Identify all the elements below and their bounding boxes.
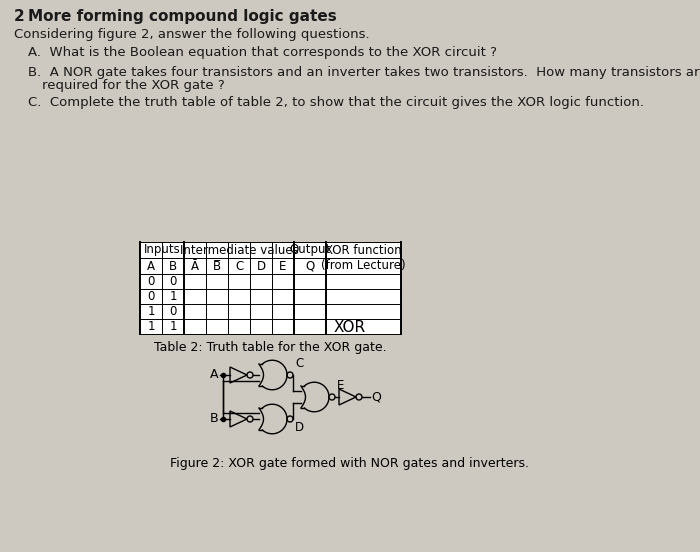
Text: (from Lecture): (from Lecture) (321, 259, 406, 273)
Text: B: B (210, 411, 218, 424)
Text: Considering figure 2, answer the following questions.: Considering figure 2, answer the followi… (14, 28, 370, 41)
Text: Q: Q (305, 259, 314, 273)
Text: Intermediate values: Intermediate values (180, 243, 298, 257)
Text: 1: 1 (169, 320, 176, 333)
Text: Figure 2: XOR gate formed with NOR gates and inverters.: Figure 2: XOR gate formed with NOR gates… (171, 457, 529, 470)
Bar (140, 242, 401, 334)
Text: Table 2: Truth table for the XOR gate.: Table 2: Truth table for the XOR gate. (154, 341, 387, 354)
Text: A: A (147, 259, 155, 273)
Text: B̅: B̅ (213, 259, 221, 273)
Text: 1: 1 (169, 290, 176, 303)
Text: Inputs: Inputs (144, 243, 181, 257)
Text: D: D (295, 421, 304, 434)
Text: 1: 1 (147, 305, 155, 318)
Text: 0: 0 (147, 290, 155, 303)
Text: 1: 1 (147, 320, 155, 333)
Text: Q: Q (371, 390, 381, 404)
Text: C: C (295, 357, 303, 370)
Text: B: B (169, 259, 177, 273)
Text: C.  Complete the truth table of table 2, to show that the circuit gives the XOR : C. Complete the truth table of table 2, … (28, 96, 644, 109)
Text: B.  A NOR gate takes four transistors and an inverter takes two transistors.  Ho: B. A NOR gate takes four transistors and… (28, 66, 700, 79)
Text: Output: Output (289, 243, 330, 257)
Text: C: C (235, 259, 243, 273)
Text: XOR function: XOR function (326, 243, 402, 257)
Text: XOR: XOR (334, 320, 366, 335)
Text: 0: 0 (169, 305, 176, 318)
Text: 0: 0 (147, 275, 155, 288)
Text: Ā: Ā (191, 259, 199, 273)
Text: E: E (279, 259, 287, 273)
Text: More forming compound logic gates: More forming compound logic gates (28, 9, 337, 24)
Text: D: D (256, 259, 265, 273)
Text: A: A (210, 368, 218, 380)
Text: required for the XOR gate ?: required for the XOR gate ? (42, 79, 225, 92)
Text: E: E (337, 379, 344, 392)
Text: 2: 2 (14, 9, 24, 24)
Text: A.  What is the Boolean equation that corresponds to the XOR circuit ?: A. What is the Boolean equation that cor… (28, 46, 497, 59)
Text: 0: 0 (169, 275, 176, 288)
